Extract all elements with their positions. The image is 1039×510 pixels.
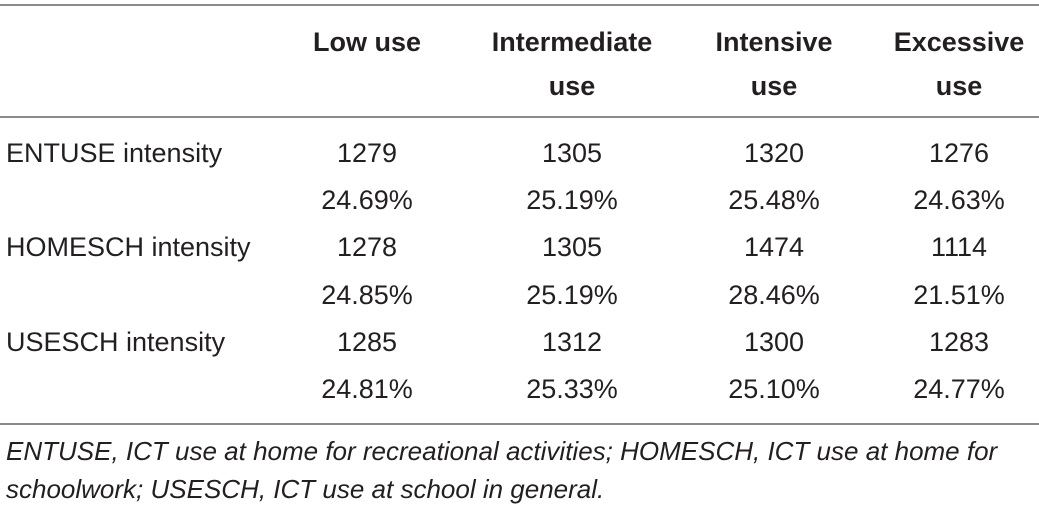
table-cell: 1305 <box>541 232 603 262</box>
table-header-rule <box>0 116 1039 118</box>
table-cell: 1114 <box>930 232 988 262</box>
table-top-rule <box>0 4 1039 6</box>
column-header-low-use: Low use <box>312 27 421 57</box>
table-cell: 24.77% <box>913 374 1005 404</box>
table-cell: 24.63% <box>913 185 1005 215</box>
table-bottom-rule <box>0 423 1039 425</box>
table-cell: 1474 <box>743 232 805 262</box>
table-cell: 1320 <box>743 138 805 168</box>
table-cell: 28.46% <box>728 280 820 310</box>
table-cell: 24.85% <box>321 280 413 310</box>
table-cell: 1283 <box>928 327 990 357</box>
row-label-homesch: HOMESCH intensity <box>6 232 251 262</box>
row-label-usesch: USESCH intensity <box>6 327 226 357</box>
table-cell: 24.69% <box>321 185 413 215</box>
table-cell: 1279 <box>336 138 398 168</box>
row-label-entuse: ENTUSE intensity <box>6 138 223 168</box>
table-cell: 25.48% <box>728 185 820 215</box>
table-cell: 25.33% <box>526 374 618 404</box>
column-header-intensive-use: Intensive use <box>715 27 833 101</box>
table-footnote: ENTUSE, ICT use at home for recreational… <box>6 436 998 504</box>
table-cell: 24.81% <box>321 374 413 404</box>
table-cell: 1276 <box>928 138 990 168</box>
column-header-intermediate-use: Intermediate use <box>491 27 653 101</box>
table-cell: 1300 <box>743 327 805 357</box>
table-cell: 1312 <box>541 327 603 357</box>
table-cell: 25.10% <box>728 374 820 404</box>
table-cell: 25.19% <box>526 280 618 310</box>
column-header-excessive-use: Excessive use <box>893 27 1025 101</box>
table-cell: 1285 <box>336 327 398 357</box>
table-cell: 1305 <box>541 138 603 168</box>
table-cell: 21.51% <box>913 280 1005 310</box>
table-cell: 25.19% <box>526 185 618 215</box>
table-cell: 1278 <box>336 232 398 262</box>
